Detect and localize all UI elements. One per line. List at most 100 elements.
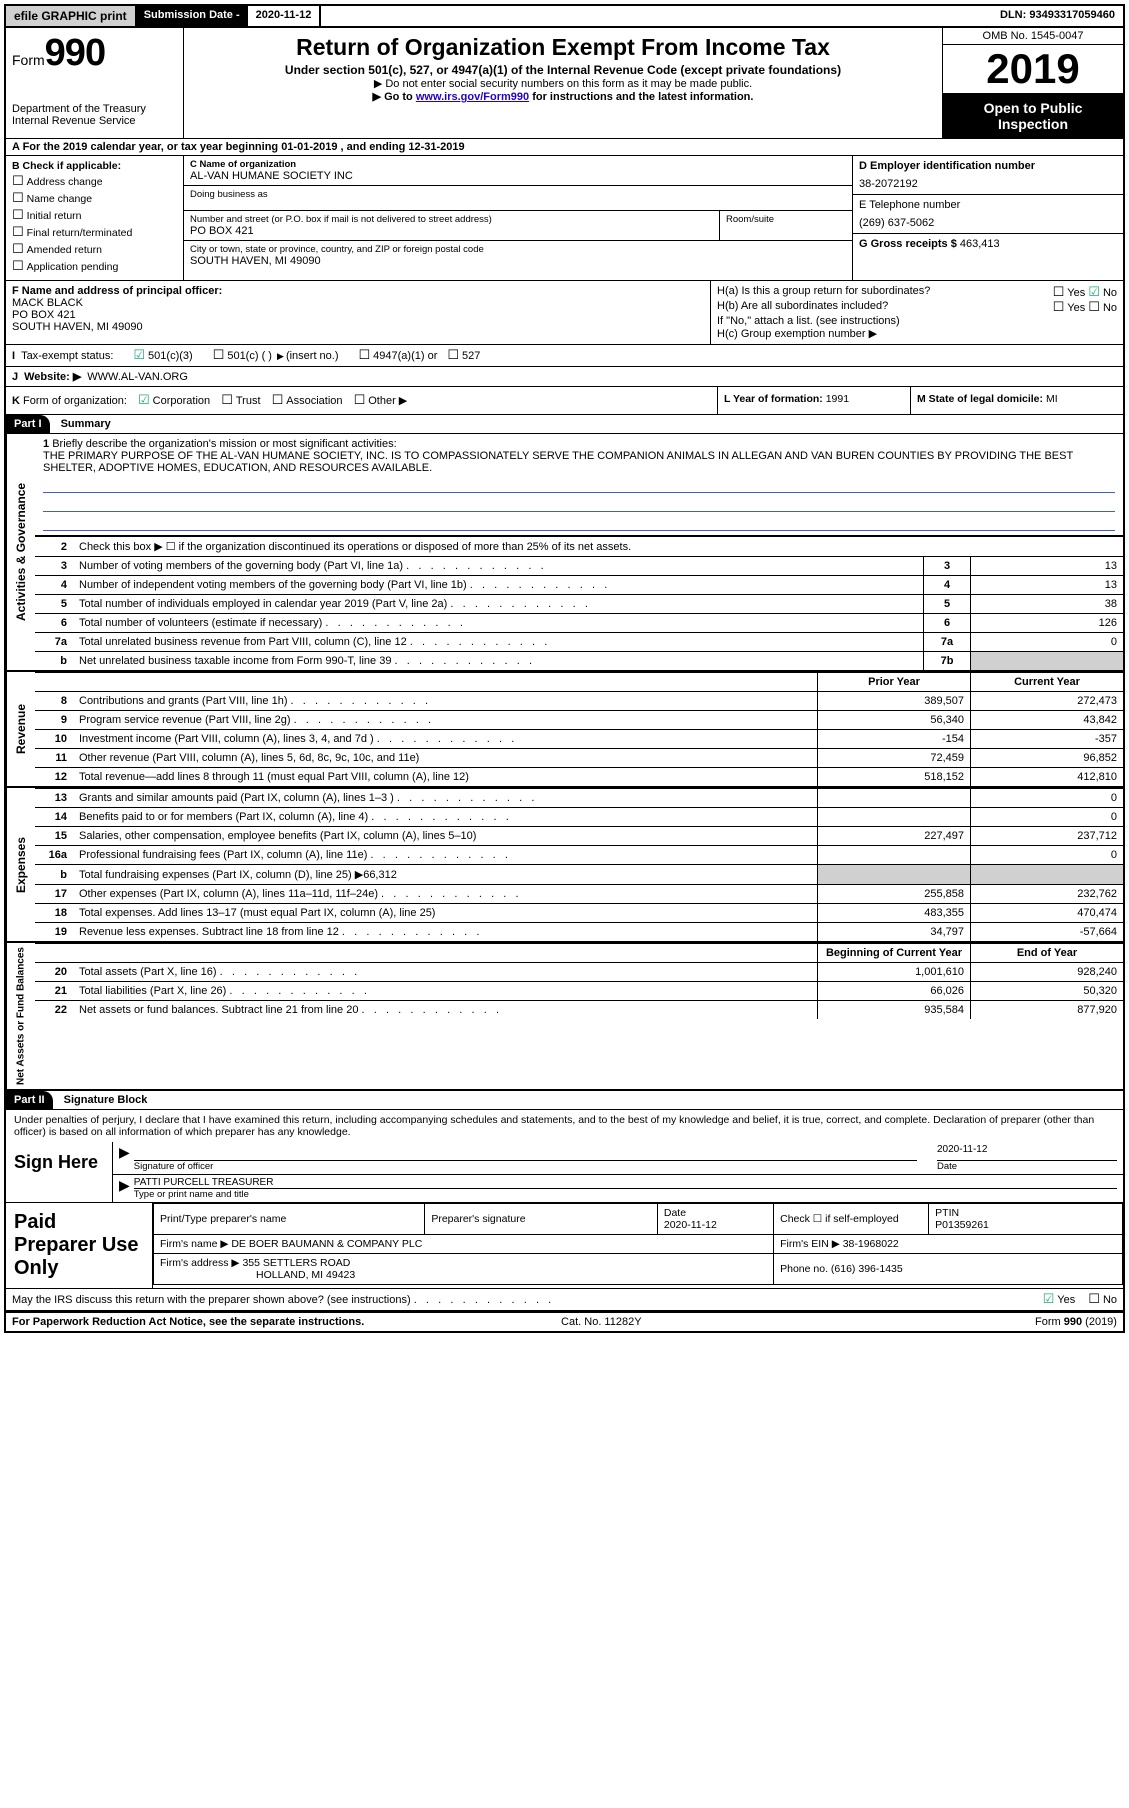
officer-name-label: Type or print name and title: [134, 1189, 1117, 1200]
part1-title: Summary: [53, 415, 119, 433]
l7a-box: 7a: [924, 633, 971, 652]
efile-print-button[interactable]: efile GRAPHIC print: [6, 6, 136, 26]
gross-value: 463,413: [960, 238, 1000, 250]
footer-left: For Paperwork Reduction Act Notice, see …: [12, 1316, 364, 1328]
ein-value: 38-2072192: [859, 178, 1117, 190]
cb-association[interactable]: Association: [272, 395, 343, 407]
k-text: Form of organization:: [23, 395, 127, 407]
l15-py: 227,497: [818, 827, 971, 846]
l13-text: Grants and similar amounts paid (Part IX…: [73, 789, 818, 808]
cb-application-pending[interactable]: Application pending: [12, 259, 177, 274]
l19-cy: -57,664: [971, 923, 1124, 942]
part1-header-row: Part I Summary: [6, 415, 1123, 434]
l20-cy: 928,240: [971, 963, 1124, 982]
m-state-domicile: M State of legal domicile: MI: [911, 387, 1123, 414]
summary-revenue: Revenue Prior YearCurrent Year 8Contribu…: [6, 672, 1123, 788]
j-text: Website: ▶: [24, 370, 81, 383]
l17-cy: 232,762: [971, 885, 1124, 904]
hdr-prior-year: Prior Year: [818, 673, 971, 692]
j-letter: J: [12, 371, 18, 383]
cb-other[interactable]: Other ▶: [354, 395, 408, 407]
l3-num: 3: [35, 557, 73, 576]
cb-address-change[interactable]: Address change: [12, 174, 177, 189]
l5-num: 5: [35, 595, 73, 614]
paid-preparer-block: Paid Preparer Use Only Print/Type prepar…: [6, 1203, 1123, 1289]
line1-brief: 1 Briefly describe the organization's mi…: [35, 434, 1123, 536]
hb-yesno: Yes No: [1053, 300, 1117, 315]
l6-val: 126: [971, 614, 1124, 633]
top-bar: efile GRAPHIC print Submission Date - 20…: [6, 6, 1123, 28]
l7b-val: [971, 652, 1124, 671]
officer-street: PO BOX 421: [12, 309, 704, 321]
l16a-num: 16a: [35, 846, 73, 865]
cb-501c3[interactable]: 501(c)(3): [133, 348, 192, 363]
cb-amended[interactable]: Amended return: [12, 242, 177, 257]
goto-pre: ▶ Go to: [373, 91, 416, 103]
officer-label: F Name and address of principal officer:: [12, 285, 704, 297]
street-value: PO BOX 421: [190, 225, 713, 237]
header-right: OMB No. 1545-0047 2019 Open to Public In…: [943, 28, 1123, 138]
l17-num: 17: [35, 885, 73, 904]
hb-note: If "No," attach a list. (see instruction…: [717, 315, 1117, 327]
firm-phone: (616) 396-1435: [831, 1263, 903, 1275]
l8-cy: 272,473: [971, 692, 1124, 711]
ha-label: H(a) Is this a group return for subordin…: [717, 285, 930, 300]
l7b-num: b: [35, 652, 73, 671]
discuss-yes-cb[interactable]: [1043, 1293, 1058, 1306]
l9-text: Program service revenue (Part VIII, line…: [73, 711, 818, 730]
ein-cell: D Employer identification number 38-2072…: [853, 156, 1123, 195]
prep-self-employed[interactable]: Check ☐ if self-employed: [774, 1204, 929, 1235]
firm-addr-label: Firm's address ▶: [160, 1257, 242, 1269]
tax-year: 2019: [943, 45, 1123, 94]
dept-treasury: Department of the Treasury: [12, 103, 177, 115]
cb-4947[interactable]: 4947(a)(1) or: [359, 348, 438, 363]
l2-num: 2: [35, 537, 73, 557]
l21-py: 66,026: [818, 982, 971, 1001]
l15-num: 15: [35, 827, 73, 846]
cb-corporation[interactable]: Corporation: [138, 395, 210, 407]
note-goto: ▶ Go to www.irs.gov/Form990 for instruct…: [190, 90, 936, 103]
l11-cy: 96,852: [971, 749, 1124, 768]
section-bcde: B Check if applicable: Address change Na…: [6, 156, 1123, 281]
l18-py: 483,355: [818, 904, 971, 923]
sign-here-label: Sign Here: [6, 1142, 113, 1202]
header-center: Return of Organization Exempt From Incom…: [184, 28, 943, 138]
form-header: Form990 Department of the Treasury Inter…: [6, 28, 1123, 139]
cb-name-change[interactable]: Name change: [12, 191, 177, 206]
l15-text: Salaries, other compensation, employee b…: [73, 827, 818, 846]
part2-header-row: Part II Signature Block: [6, 1091, 1123, 1110]
firm-ein-label: Firm's EIN ▶: [780, 1238, 843, 1250]
l7a-num: 7a: [35, 633, 73, 652]
preparer-table: Print/Type preparer's name Preparer's si…: [153, 1203, 1123, 1285]
ha-yesno: Yes No: [1053, 285, 1117, 300]
summary-activities: Activities & Governance 1 Briefly descri…: [6, 434, 1123, 672]
expenses-table: 13Grants and similar amounts paid (Part …: [35, 788, 1123, 941]
hc-label: H(c) Group exemption number ▶: [717, 327, 1117, 340]
l15-cy: 237,712: [971, 827, 1124, 846]
l9-cy: 43,842: [971, 711, 1124, 730]
l22-num: 22: [35, 1001, 73, 1020]
sig-officer-label: Signature of officer: [134, 1161, 917, 1172]
l2-text: Check this box ▶ ☐ if the organization d…: [73, 537, 1123, 557]
sig-name-row: PATTI PURCELL TREASURER Type or print na…: [113, 1175, 1123, 1202]
cb-initial-return[interactable]: Initial return: [12, 208, 177, 223]
netassets-table: Beginning of Current YearEnd of Year 20T…: [35, 943, 1123, 1019]
form990-link[interactable]: www.irs.gov/Form990: [416, 91, 529, 103]
cb-527[interactable]: 527: [447, 348, 480, 363]
cb-final-return[interactable]: Final return/terminated: [12, 225, 177, 240]
l19-num: 19: [35, 923, 73, 942]
l20-py: 1,001,610: [818, 963, 971, 982]
goto-post: for instructions and the latest informat…: [529, 91, 753, 103]
l6-text: Total number of volunteers (estimate if …: [73, 614, 924, 633]
prep-name-label: Print/Type preparer's name: [154, 1204, 425, 1235]
section-fh: F Name and address of principal officer:…: [6, 281, 1123, 345]
discuss-no-cb[interactable]: [1088, 1293, 1103, 1306]
submission-date-label: Submission Date -: [136, 6, 248, 26]
l19-py: 34,797: [818, 923, 971, 942]
line1-num: 1: [43, 438, 49, 450]
l6-num: 6: [35, 614, 73, 633]
cb-501c[interactable]: 501(c) ( ) (insert no.): [213, 348, 339, 363]
l21-cy: 50,320: [971, 982, 1124, 1001]
cb-trust[interactable]: Trust: [221, 395, 260, 407]
l17-py: 255,858: [818, 885, 971, 904]
